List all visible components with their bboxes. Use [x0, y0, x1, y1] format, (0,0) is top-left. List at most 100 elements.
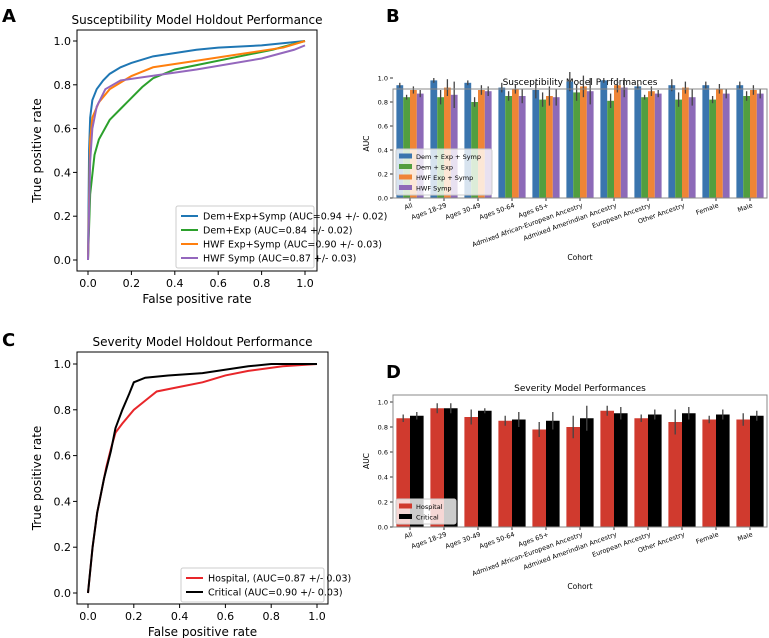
- bar-hospital: [634, 418, 648, 527]
- bar-hwf-symp: [586, 91, 594, 198]
- bar-hwf-symp: [756, 93, 764, 198]
- panel-letter-b: B: [386, 6, 400, 27]
- roc-curve-2: [87, 363, 317, 594]
- y-tick-label: 0.8: [378, 424, 388, 432]
- bar-hwf-symp: [722, 93, 730, 198]
- x-axis-label: Cohort: [567, 582, 592, 591]
- bar-dem-exp-symp: [736, 85, 744, 198]
- bar-hwf-exp-symp: [512, 88, 519, 198]
- y-tick-label: 0.8: [54, 404, 72, 417]
- y-tick-label: 0.4: [378, 147, 388, 155]
- bar-hospital: [464, 417, 478, 527]
- y-tick-label: 0.0: [54, 587, 72, 600]
- x-tick-label: Ages 18-29: [410, 530, 447, 550]
- y-tick-label: 1.0: [54, 35, 72, 48]
- bar-dem-exp: [607, 100, 614, 198]
- y-tick-label: 0.8: [378, 99, 388, 107]
- legend-label: Dem + Exp + Symp: [416, 153, 481, 161]
- y-tick-label: 0.0: [54, 254, 72, 267]
- bar-dem-exp-symp: [532, 90, 540, 198]
- bar-hwf-exp-symp: [750, 90, 757, 198]
- x-tick-label: Female: [695, 201, 720, 217]
- y-tick-label: 0.4: [54, 495, 72, 508]
- x-tick-label: 0.2: [125, 610, 143, 623]
- bar-critical: [716, 414, 730, 527]
- bar-hwf-exp-symp: [444, 87, 451, 198]
- bar-hwf-symp: [552, 97, 560, 198]
- x-tick-label: Female: [695, 530, 720, 546]
- y-axis-label: True positive rate: [30, 98, 44, 204]
- x-tick-label: Ages 50-64: [478, 201, 515, 221]
- legend: Hospital, (AUC=0.87 +/- 0.03) Critical (A…: [180, 567, 351, 603]
- x-axis-label: Cohort: [567, 253, 592, 262]
- bar-dem-exp-symp: [634, 86, 642, 198]
- bar-hospital: [702, 419, 716, 527]
- bar-dem-exp: [437, 97, 444, 198]
- legend: Hospital Critical: [395, 498, 457, 525]
- x-tick-label: Ages 50-64: [478, 530, 515, 550]
- x-tick-label: 1.0: [308, 610, 326, 623]
- legend-swatch: [399, 174, 412, 180]
- bar-dem-exp: [709, 99, 716, 198]
- chart-title: Susceptibility Model Holdout Performance: [71, 13, 322, 27]
- bar-dem-exp: [641, 97, 648, 198]
- bar-critical: [682, 413, 696, 527]
- plot-frame: [76, 351, 329, 605]
- bar-hwf-symp: [620, 87, 628, 198]
- panel-letter-c: C: [2, 330, 15, 351]
- x-tick-label: 0.6: [217, 610, 235, 623]
- y-tick-label: 0.6: [54, 123, 72, 136]
- legend-label: Dem+Exp+Symp (AUC=0.94 +/- 0.02): [203, 212, 387, 223]
- y-tick-label: 1.0: [378, 75, 388, 83]
- y-tick-label: 0.4: [378, 474, 388, 482]
- bar-hwf-symp: [416, 93, 424, 198]
- bar-dem-exp-symp: [396, 85, 404, 198]
- legend-label: Critical: [416, 514, 439, 522]
- bar-hospital: [668, 422, 682, 527]
- bar-hwf-exp-symp: [648, 91, 655, 198]
- legend-swatch: [399, 153, 412, 159]
- plot-frame: [392, 394, 768, 528]
- bar-hwf-exp-symp: [614, 85, 621, 198]
- bar-hwf-exp-symp: [682, 87, 689, 198]
- y-tick-label: 0.2: [378, 171, 388, 179]
- y-tick-label: 0.4: [54, 166, 72, 179]
- y-axis-label: True positive rate: [30, 426, 44, 532]
- bar-dem-exp-symp: [566, 81, 574, 198]
- legend-swatch: [399, 514, 412, 519]
- legend-label: HWF Exp+Symp (AUC=0.90 +/- 0.03): [203, 240, 382, 251]
- bar-dem-exp: [539, 99, 546, 198]
- y-tick-label: 0.6: [378, 123, 388, 131]
- legend-label: Hospital: [416, 503, 443, 511]
- bar-hospital: [600, 410, 614, 527]
- legend-swatch: [399, 164, 412, 169]
- bar-hwf-exp-symp: [478, 90, 485, 198]
- legend-box: [395, 148, 493, 196]
- panel-letter-a: A: [2, 6, 16, 27]
- y-tick-label: 0.2: [54, 541, 72, 554]
- bar-hospital: [430, 408, 444, 527]
- bar-dem-exp-symp: [430, 80, 438, 198]
- bar-critical: [750, 415, 764, 527]
- y-tick-label: 0.2: [378, 499, 388, 507]
- roc-curve-1: [87, 40, 306, 261]
- bar-dem-exp-symp: [498, 87, 506, 198]
- severity-roc-chart: Severity Model Holdout Performance 0.0 0.2…: [30, 335, 351, 638]
- x-tick-label: 0.0: [79, 610, 97, 623]
- x-tick-label: 0.4: [171, 610, 189, 623]
- x-axis-label: False positive rate: [148, 625, 257, 638]
- legend-label: HWF Symp (AUC=0.87 +/- 0.03): [203, 254, 356, 265]
- bar-dem-exp: [505, 96, 512, 198]
- y-tick-label: 0.0: [378, 524, 388, 532]
- roc-curve-4: [87, 44, 306, 261]
- legend-swatch: [399, 185, 412, 190]
- x-tick-label: Ages 30-49: [444, 201, 481, 221]
- susceptibility-bar-chart: Susceptibility Model Performances 0.0 0.2 0…: [362, 72, 768, 262]
- y-tick-label: 0.6: [54, 450, 72, 463]
- plot-frame: [76, 29, 318, 272]
- roc-curve-2: [87, 40, 306, 261]
- severity-bar-chart: Severity Model Performances 0.0 0.2 0.4 0.6 0…: [362, 384, 768, 591]
- chart-title: Severity Model Performances: [514, 384, 646, 394]
- roc-curve-3: [87, 40, 306, 261]
- legend-label: Hospital, (AUC=0.87 +/- 0.03): [208, 574, 351, 585]
